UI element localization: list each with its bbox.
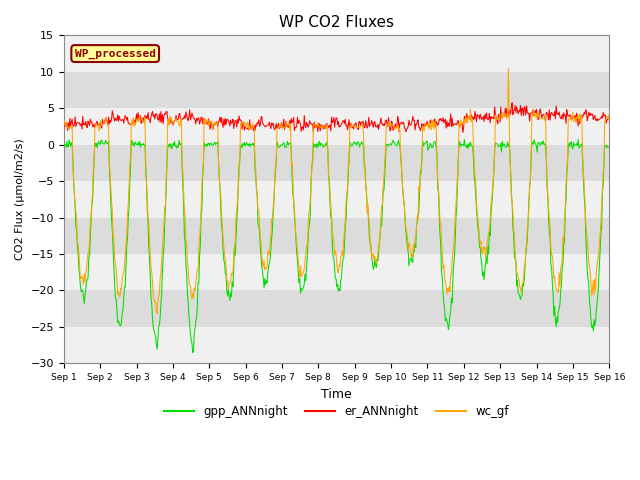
wc_gf <box>404 235 412 241</box>
gpp_ANNnight <box>404 245 412 251</box>
wc_gf <box>126 164 134 170</box>
Bar <box>64 254 609 290</box>
gpp_ANNnight <box>70 180 77 186</box>
Line: wc_gf: wc_gf <box>64 68 609 313</box>
Title: WP CO2 Fluxes: WP CO2 Fluxes <box>279 15 394 30</box>
gpp_ANNnight <box>60 140 68 145</box>
er_ANNnight <box>403 126 410 132</box>
gpp_ANNnight <box>574 136 582 142</box>
Bar <box>64 108 609 144</box>
er_ANNnight <box>605 115 613 120</box>
Legend: gpp_ANNnight, er_ANNnight, wc_gf: gpp_ANNnight, er_ANNnight, wc_gf <box>159 401 513 423</box>
er_ANNnight <box>508 100 516 106</box>
X-axis label: Time: Time <box>321 388 352 401</box>
wc_gf <box>504 65 512 71</box>
gpp_ANNnight <box>181 239 189 245</box>
wc_gf <box>153 311 161 316</box>
Bar <box>64 217 609 254</box>
wc_gf <box>211 122 219 128</box>
er_ANNnight <box>459 130 467 135</box>
Text: WP_processed: WP_processed <box>75 48 156 59</box>
gpp_ANNnight <box>126 180 134 186</box>
Y-axis label: CO2 Flux (μmol/m2/s): CO2 Flux (μmol/m2/s) <box>15 139 25 260</box>
wc_gf <box>420 127 428 133</box>
Line: er_ANNnight: er_ANNnight <box>64 103 609 132</box>
Bar <box>64 181 609 217</box>
Bar <box>64 290 609 327</box>
gpp_ANNnight <box>605 144 613 150</box>
Bar <box>64 144 609 181</box>
gpp_ANNnight <box>211 139 219 145</box>
Bar <box>64 72 609 108</box>
er_ANNnight <box>126 121 134 127</box>
er_ANNnight <box>70 123 77 129</box>
Line: gpp_ANNnight: gpp_ANNnight <box>64 139 609 352</box>
wc_gf <box>605 119 613 125</box>
wc_gf <box>70 176 77 181</box>
Bar <box>64 36 609 72</box>
wc_gf <box>182 237 190 242</box>
er_ANNnight <box>210 121 218 127</box>
Bar <box>64 327 609 363</box>
er_ANNnight <box>419 123 426 129</box>
er_ANNnight <box>181 116 189 121</box>
gpp_ANNnight <box>189 349 196 355</box>
er_ANNnight <box>60 121 68 127</box>
gpp_ANNnight <box>420 143 428 149</box>
wc_gf <box>60 120 68 126</box>
